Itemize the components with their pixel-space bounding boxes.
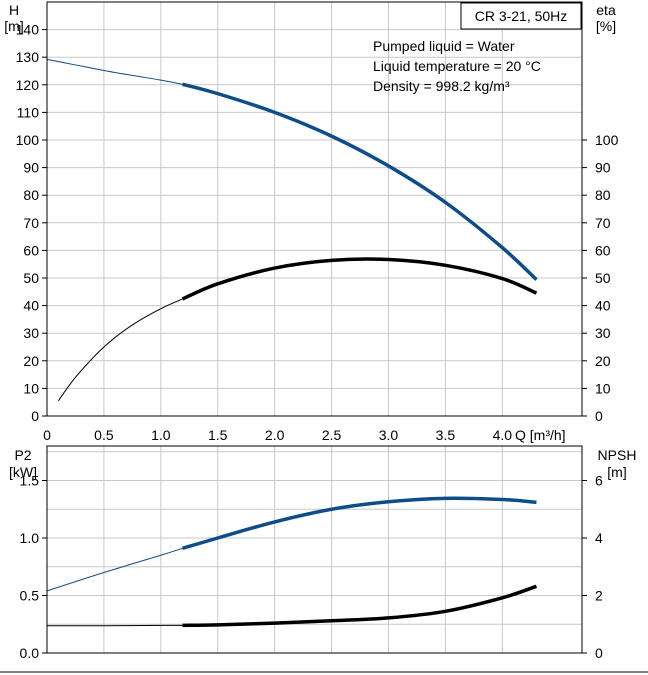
- y-right-label-eta: eta: [596, 2, 616, 18]
- y-left-tick-label: 20: [23, 353, 39, 369]
- annotation-liquid: Pumped liquid = Water: [373, 38, 515, 54]
- npsh-tick-label: 0: [595, 645, 603, 661]
- y-right-tick-label: 0: [595, 408, 603, 424]
- y-left-tick-label: 60: [23, 242, 39, 258]
- p2-tick-label: 1.0: [20, 530, 40, 546]
- p2-tick-label: 0.5: [20, 588, 40, 604]
- y-left-label-p2: P2: [14, 447, 31, 463]
- x-tick-label: 1.5: [208, 427, 228, 443]
- bottom-plot-frame: [46, 445, 583, 654]
- head-curve-thin-segment: [46, 58, 183, 85]
- y-left-tick-label: 90: [23, 160, 39, 176]
- y-left-tick-label: 40: [23, 298, 39, 314]
- chart-title-box: [460, 2, 582, 30]
- y-left-tick-label: 120: [16, 77, 40, 93]
- annotation-density: Density = 998.2 kg/m³: [373, 78, 510, 94]
- head-curve-operating-segment: [182, 82, 538, 281]
- y-right-tick-label: 50: [595, 270, 611, 286]
- x-tick-label: 0: [43, 427, 51, 443]
- y-left-tick-label: 10: [23, 380, 39, 396]
- y-left-tick-label: 130: [16, 49, 40, 65]
- y-left-tick-label: 100: [16, 132, 40, 148]
- x-axis-label: Q [m³/h]: [515, 427, 566, 443]
- chart-title: CR 3-21, 50Hz: [475, 8, 568, 24]
- y-right-tick-label: 60: [595, 242, 611, 258]
- y-right-unit-eta: [%]: [596, 18, 616, 34]
- y-right-tick-label: 100: [595, 132, 619, 148]
- annotation-temperature: Liquid temperature = 20 °C: [373, 58, 541, 74]
- y-right-tick-label: 20: [595, 353, 611, 369]
- x-tick-label: 4.0: [493, 427, 513, 443]
- y-right-tick-label: 70: [595, 215, 611, 231]
- x-tick-label: 1.0: [151, 427, 171, 443]
- top-plot-series: [46, 58, 538, 402]
- top-plot-grid: [46, 2, 582, 417]
- p2-tick-label: 0.0: [20, 645, 40, 661]
- y-right-label-npsh: NPSH: [598, 447, 637, 463]
- y-left-tick-label: 80: [23, 187, 39, 203]
- y-left-label-h: H: [9, 2, 19, 18]
- power-curve-thin-segment: [46, 547, 183, 592]
- efficiency-curve-operating-segment: [181, 257, 538, 301]
- y-right-tick-label: 90: [595, 160, 611, 176]
- y-left-tick-label: 110: [17, 104, 40, 120]
- npsh-curve-operating-segment: [182, 584, 538, 628]
- y-left-tick-label: 140: [16, 22, 40, 38]
- x-tick-label: 2.5: [322, 427, 342, 443]
- p2-tick-label: 1.5: [20, 473, 40, 489]
- bottom-plot-series: [46, 496, 538, 628]
- x-tick-label: 2.0: [265, 427, 285, 443]
- y-left-tick-label: 50: [23, 270, 39, 286]
- y-right-tick-label: 40: [595, 298, 611, 314]
- npsh-tick-label: 6: [595, 473, 603, 489]
- npsh-tick-label: 2: [595, 588, 603, 604]
- x-tick-label: 3.5: [436, 427, 456, 443]
- y-right-unit-npsh: [m]: [607, 464, 626, 480]
- x-tick-label: 3.0: [379, 427, 399, 443]
- npsh-tick-label: 4: [595, 530, 603, 546]
- y-left-tick-label: 30: [23, 325, 39, 341]
- top-plot-frame: [46, 1, 583, 417]
- y-right-tick-label: 30: [595, 325, 611, 341]
- x-tick-label: 0.5: [94, 427, 114, 443]
- y-left-tick-label: 70: [23, 215, 39, 231]
- y-left-unit-h: [m]: [4, 18, 23, 34]
- efficiency-curve-thin-segment: [57, 298, 183, 402]
- y-right-tick-label: 80: [595, 187, 611, 203]
- axis-tick-labels: 0 0.5 1.0 1.5 2.0 2.5 3.0 3.5 4.0010203040506070…: [16, 22, 619, 661]
- y-right-tick-label: 10: [595, 380, 611, 396]
- y-left-unit-p2: [kW]: [9, 464, 37, 480]
- y-left-tick-label: 0: [31, 408, 39, 424]
- power-curve-operating-segment: [181, 496, 537, 551]
